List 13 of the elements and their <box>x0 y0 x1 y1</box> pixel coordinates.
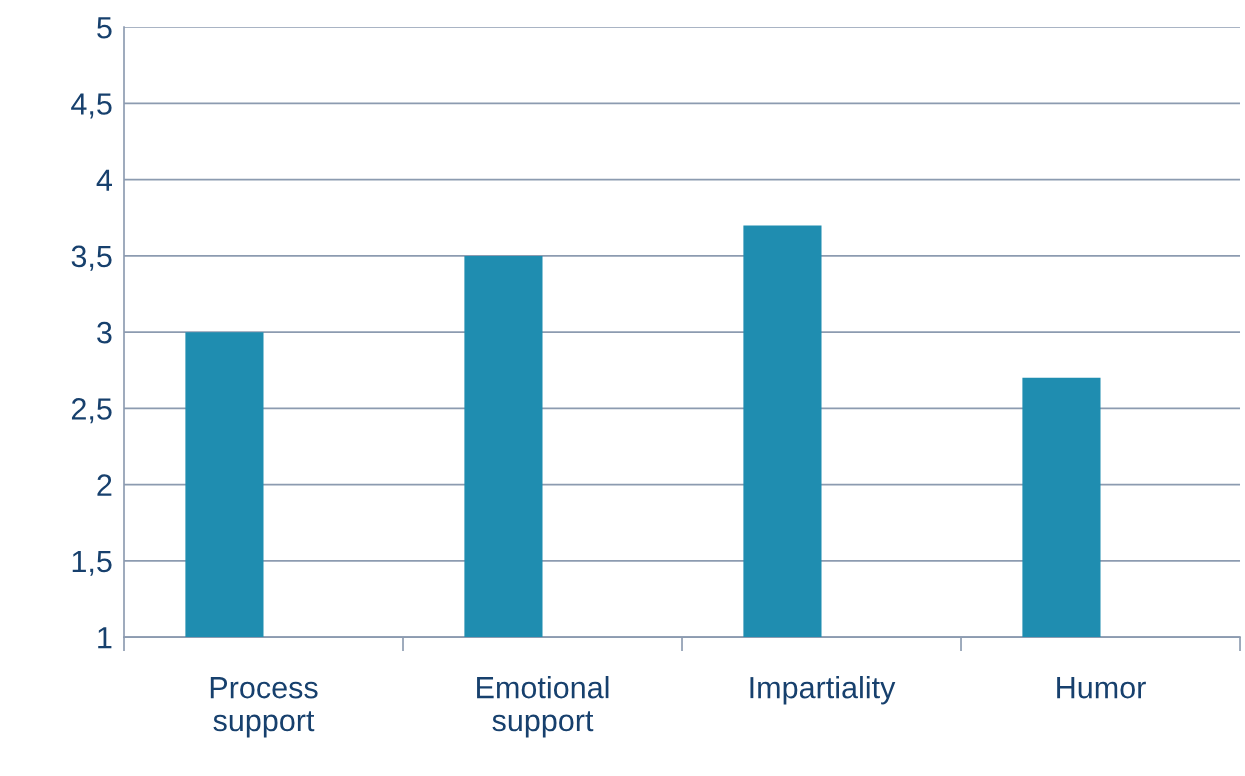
y-tick-label: 1,5 <box>72 550 112 576</box>
y-tick-label: 4 <box>96 169 112 191</box>
x-tick-label: Emotional support <box>477 675 609 738</box>
y-tick-label: 5 <box>97 17 112 39</box>
y-tick-label: 2,5 <box>71 398 112 424</box>
x-tick-label: Impartiality <box>750 675 896 705</box>
y-tick-label: 4,5 <box>71 93 112 119</box>
y-tick-label: 1 <box>98 627 112 649</box>
y-tick-label: 3,5 <box>71 245 112 271</box>
y-tick-label: 2 <box>97 474 112 496</box>
y-tick-label: 3 <box>97 321 112 344</box>
x-tick-label: Process support <box>210 677 318 738</box>
x-tick-label: Humor <box>1057 677 1146 699</box>
